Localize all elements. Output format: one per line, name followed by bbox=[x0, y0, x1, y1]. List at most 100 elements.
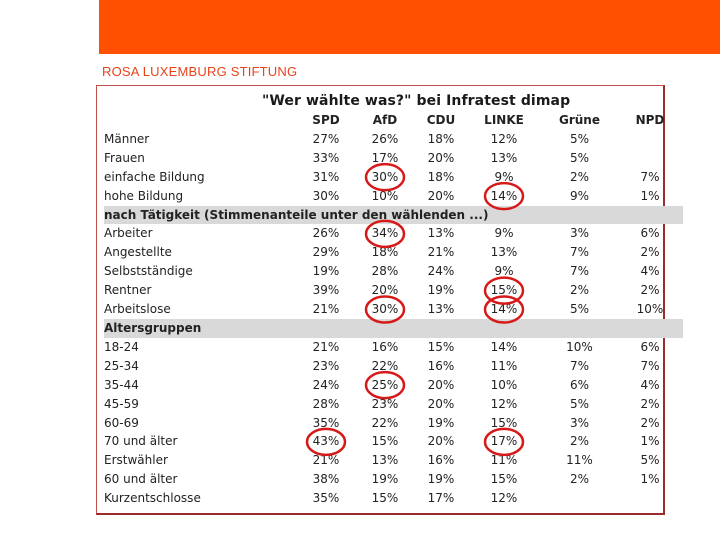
value-cell: 3% bbox=[569, 415, 590, 430]
column-header: SPD bbox=[312, 113, 340, 127]
row-label: Erstwähler bbox=[104, 453, 168, 468]
value-cell bbox=[617, 149, 683, 168]
value-cell: 2% bbox=[569, 472, 590, 487]
value-cell: 18% bbox=[427, 131, 455, 146]
value-cell: 9% bbox=[494, 264, 514, 279]
value-cell: 6% bbox=[569, 377, 590, 392]
header-empty-cell bbox=[104, 111, 298, 130]
row-label: 18-24 bbox=[104, 339, 139, 354]
value-cell: 12% bbox=[490, 396, 518, 411]
table-row: 60-69 35% 22% 19% 15% 3% 2% bbox=[104, 414, 683, 433]
value-cell: 19% bbox=[427, 283, 455, 298]
value-cell: 15% bbox=[490, 472, 518, 487]
table-row: 60 und älter 38% 19% 19% 15% 2% 1% bbox=[104, 470, 683, 489]
value-cell: 2% bbox=[569, 169, 590, 184]
row-label: Arbeiter bbox=[104, 226, 153, 241]
value-cell: 15% bbox=[490, 415, 518, 430]
value-cell: 1% bbox=[640, 188, 660, 203]
table-row: Arbeitslose 21% 30% 13% 14% 5% 10% bbox=[104, 300, 683, 319]
value-cell: 13% bbox=[371, 453, 399, 468]
value-cell: 26% bbox=[371, 131, 399, 146]
value-cell: 27% bbox=[312, 131, 340, 146]
value-cell: 2% bbox=[569, 434, 590, 449]
value-cell: 5% bbox=[640, 453, 660, 468]
table-row: Kurzentschlosse 35% 15% 17% 12% bbox=[104, 489, 683, 508]
value-cell: 20% bbox=[427, 377, 455, 392]
value-cell: 9% bbox=[569, 188, 590, 203]
value-cell: 28% bbox=[371, 264, 399, 279]
value-cell: 16% bbox=[427, 358, 455, 373]
row-label: Frauen bbox=[104, 150, 145, 165]
header-accent-bar bbox=[99, 0, 720, 54]
row-label: 35-44 bbox=[104, 377, 139, 392]
value-cell: 25% bbox=[371, 377, 399, 392]
value-cell: 18% bbox=[427, 169, 455, 184]
row-label: Selbstständige bbox=[104, 264, 193, 279]
value-cell: 10% bbox=[371, 188, 399, 203]
value-cell: 20% bbox=[427, 188, 455, 203]
value-cell: 3% bbox=[569, 226, 590, 241]
value-cell: 2% bbox=[640, 415, 660, 430]
table-row: Arbeiter 26% 34% 13% 9% 3% 6% bbox=[104, 224, 683, 243]
row-label: 45-59 bbox=[104, 396, 139, 411]
value-cell: 6% bbox=[640, 226, 660, 241]
results-table: SPD AfD CDU LINKE Grüne NPD Männer 27% 26%… bbox=[104, 111, 683, 508]
value-cell: 24% bbox=[427, 264, 455, 279]
value-cell: 33% bbox=[312, 150, 340, 165]
value-cell: 30% bbox=[312, 188, 340, 203]
value-cell: 2% bbox=[640, 245, 660, 260]
table-row: hohe Bildung 30% 10% 20% 14% 9% 1% bbox=[104, 187, 683, 206]
value-cell: 4% bbox=[640, 377, 660, 392]
value-cell: 17% bbox=[490, 434, 518, 449]
column-header: NPD bbox=[635, 113, 665, 127]
value-cell: 9% bbox=[494, 226, 514, 241]
table-row: Selbstständige 19% 28% 24% 9% 7% 4% bbox=[104, 262, 683, 281]
table-row: 35-44 24% 25% 20% 10% 6% 4% bbox=[104, 376, 683, 395]
table-row: Rentner 39% 20% 19% 15% 2% 2% bbox=[104, 281, 683, 300]
value-cell bbox=[617, 489, 683, 508]
section-label: nach Tätigkeit (Stimmenanteile unter den… bbox=[104, 205, 683, 225]
value-cell: 2% bbox=[640, 396, 660, 411]
value-cell: 30% bbox=[371, 302, 399, 317]
value-cell: 5% bbox=[569, 131, 590, 146]
value-cell: 19% bbox=[427, 472, 455, 487]
row-label: Rentner bbox=[104, 283, 152, 298]
value-cell: 1% bbox=[640, 472, 660, 487]
value-cell: 6% bbox=[640, 339, 660, 354]
value-cell: 20% bbox=[427, 150, 455, 165]
value-cell: 26% bbox=[312, 226, 340, 241]
table-row: Männer 27% 26% 18% 12% 5% bbox=[104, 130, 683, 149]
row-label: Kurzentschlosse bbox=[104, 491, 201, 506]
column-header: Grüne bbox=[559, 113, 600, 127]
value-cell: 23% bbox=[312, 358, 340, 373]
value-cell: 7% bbox=[569, 245, 590, 260]
value-cell: 20% bbox=[427, 434, 455, 449]
value-cell: 10% bbox=[636, 302, 664, 317]
value-cell: 18% bbox=[371, 245, 399, 260]
value-cell: 15% bbox=[371, 491, 399, 506]
brand-name: ROSA LUXEMBURG STIFTUNG bbox=[102, 64, 298, 79]
value-cell: 15% bbox=[427, 339, 455, 354]
section-label: Altersgruppen bbox=[104, 318, 683, 338]
value-cell: 11% bbox=[490, 358, 518, 373]
value-cell: 1% bbox=[640, 434, 660, 449]
value-cell: 14% bbox=[490, 188, 518, 203]
value-cell: 35% bbox=[312, 491, 340, 506]
value-cell: 23% bbox=[371, 396, 399, 411]
value-cell: 7% bbox=[569, 264, 590, 279]
value-cell: 21% bbox=[312, 453, 340, 468]
value-cell: 14% bbox=[490, 302, 518, 317]
table-row: Frauen 33% 17% 20% 13% 5% bbox=[104, 149, 683, 168]
value-cell: 15% bbox=[490, 283, 518, 298]
column-header: CDU bbox=[426, 113, 456, 127]
value-cell: 28% bbox=[312, 396, 340, 411]
value-cell: 17% bbox=[427, 491, 455, 506]
value-cell: 2% bbox=[640, 283, 660, 298]
value-cell: 31% bbox=[312, 169, 340, 184]
row-label: Angestellte bbox=[104, 245, 172, 260]
value-cell bbox=[617, 130, 683, 149]
section-header-row: nach Tätigkeit (Stimmenanteile unter den… bbox=[104, 205, 683, 225]
value-cell: 13% bbox=[490, 245, 518, 260]
value-cell: 4% bbox=[640, 264, 660, 279]
row-label: Arbeitslose bbox=[104, 302, 171, 317]
